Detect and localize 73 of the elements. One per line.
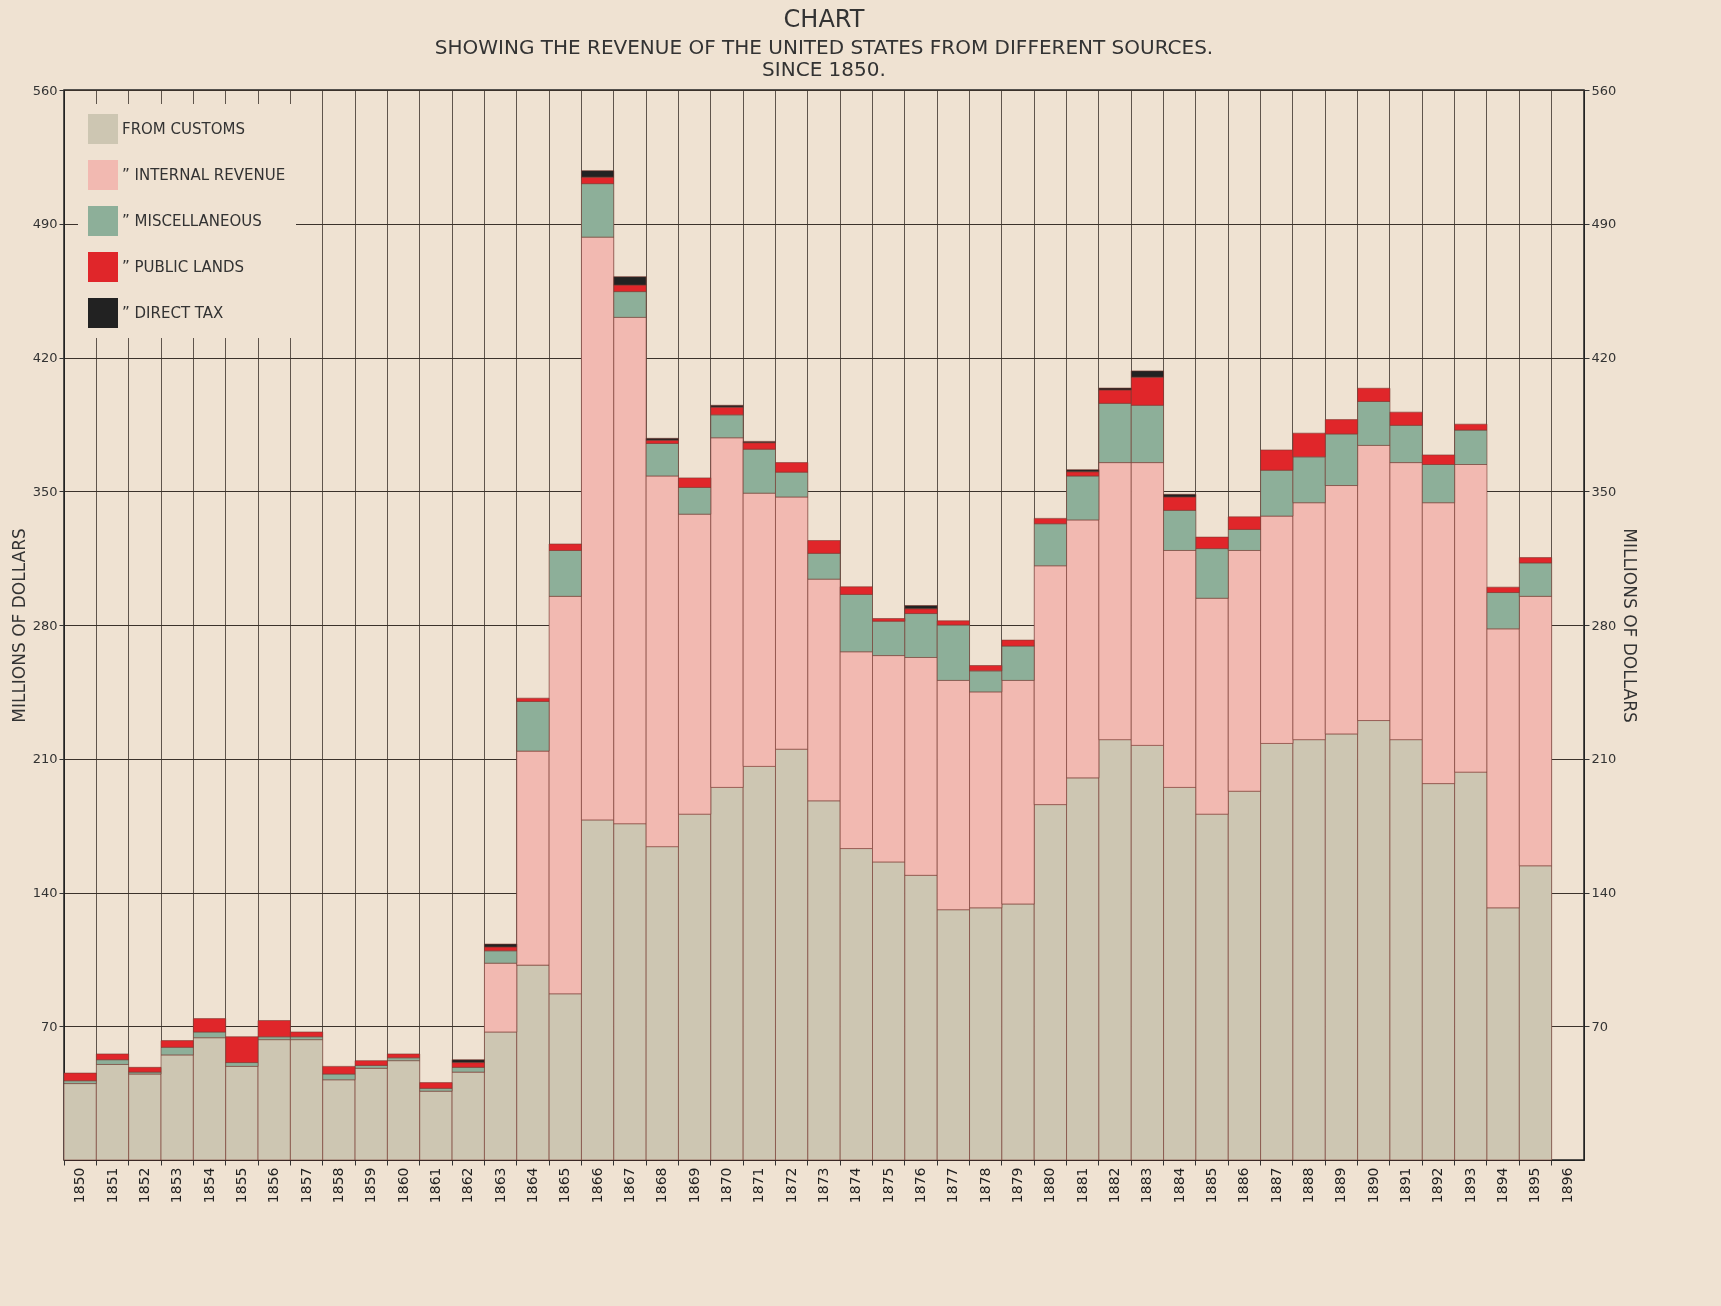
x-tick-label: 1894 — [1494, 1167, 1511, 1204]
x-tick-label: 1886 — [1235, 1167, 1252, 1204]
y-tick-label: 210 — [32, 751, 58, 767]
x-tick-label: 1883 — [1138, 1167, 1155, 1204]
legend-label: ” DIRECT TAX — [122, 304, 224, 322]
y-tick-label: 490 — [32, 216, 58, 232]
x-tick-label: 1880 — [1041, 1167, 1058, 1204]
x-tick-label: 1878 — [976, 1167, 993, 1204]
x-tick-label: 1857 — [297, 1167, 314, 1204]
y-tick-label: 560 — [32, 82, 58, 98]
y-tick-label: 140 — [32, 885, 58, 900]
x-tick-label: 1866 — [588, 1167, 605, 1204]
x-tick-label: 1854 — [200, 1167, 217, 1204]
x-tick-label: 1887 — [1267, 1167, 1284, 1204]
y2-tick-label: 560 — [1591, 82, 1617, 98]
x-tick-label: 1851 — [103, 1167, 120, 1204]
x-tick-label: 1870 — [717, 1167, 734, 1204]
x-tick-label: 1861 — [426, 1167, 443, 1204]
x-tick-label: 1856 — [265, 1167, 282, 1204]
y-tick-label: 350 — [32, 483, 58, 499]
y2-tick-label: 70 — [1591, 1018, 1609, 1034]
x-tick-label: 1874 — [847, 1167, 864, 1204]
legend-label: FROM CUSTOMS — [122, 120, 245, 138]
x-tick-label: 1877 — [944, 1167, 961, 1204]
x-tick-label: 1884 — [1170, 1167, 1187, 1204]
legend-label: ” MISCELLANEOUS — [122, 212, 262, 230]
x-tick-label: 1892 — [1429, 1167, 1446, 1204]
y-tick-label: 70 — [40, 1018, 58, 1034]
x-tick-label: 1895 — [1526, 1167, 1543, 1204]
x-tick-label: 1888 — [1300, 1167, 1317, 1204]
x-tick-label: 1871 — [750, 1167, 767, 1204]
legend-label: ” INTERNAL REVENUE — [122, 166, 286, 184]
x-tick-label: 1865 — [556, 1167, 573, 1204]
x-tick-label: 1875 — [879, 1167, 896, 1204]
x-tick-label: 1855 — [232, 1167, 249, 1204]
x-tick-label: 1863 — [491, 1167, 508, 1204]
x-tick-label: 1893 — [1461, 1167, 1478, 1204]
x-tick-label: 1881 — [1073, 1167, 1090, 1204]
y2-tick-label: 420 — [1591, 350, 1617, 365]
x-tick-label: 1850 — [71, 1167, 88, 1204]
x-tick-label: 1876 — [912, 1167, 929, 1204]
x-tick-label: 1873 — [815, 1167, 831, 1204]
chart-title: CHART — [783, 5, 865, 33]
x-tick-label: 1858 — [329, 1167, 346, 1204]
y2-tick-label: 350 — [1591, 483, 1617, 499]
text: SINCE 1850. — [762, 57, 886, 81]
x-tick-label: 1859 — [362, 1167, 379, 1204]
x-tick-label: 1869 — [685, 1167, 702, 1204]
y2-tick-label: 140 — [1591, 885, 1617, 900]
x-tick-label: 1868 — [653, 1167, 670, 1204]
y2-axis-title: MILLIONS OF DOLLARS — [1620, 528, 1641, 723]
x-tick-label: 1862 — [459, 1167, 476, 1204]
y-tick-label: 280 — [32, 617, 58, 633]
x-tick-label: 1885 — [1203, 1167, 1220, 1204]
x-tick-label: 1860 — [394, 1167, 411, 1204]
x-tick-label: 1872 — [782, 1167, 799, 1204]
x-tick-label: 1864 — [523, 1167, 540, 1204]
x-tick-label: 1896 — [1558, 1167, 1575, 1204]
legend-label: ” PUBLIC LANDS — [122, 258, 245, 276]
x-tick-label: 1879 — [1009, 1167, 1026, 1204]
y2-tick-label: 280 — [1591, 617, 1617, 633]
x-tick-label: 1853 — [168, 1167, 185, 1204]
x-tick-label: 1882 — [1106, 1167, 1123, 1204]
y2-tick-label: 490 — [1591, 216, 1617, 232]
x-tick-label: 1891 — [1397, 1167, 1414, 1204]
x-tick-label: 1867 — [620, 1167, 637, 1204]
x-tick-label: 1889 — [1332, 1167, 1349, 1204]
y-axis-title: MILLIONS OF DOLLARS — [8, 528, 29, 723]
y-tick-label: 420 — [32, 350, 58, 365]
chart-subtitle: SHOWING THE REVENUE OF THE UNITED STATES FROM DIFFERENT SOURCES. — [434, 35, 1214, 59]
y2-tick-label: 210 — [1591, 751, 1617, 767]
x-tick-label: 1890 — [1364, 1167, 1381, 1204]
x-tick-label: 1852 — [135, 1167, 152, 1204]
